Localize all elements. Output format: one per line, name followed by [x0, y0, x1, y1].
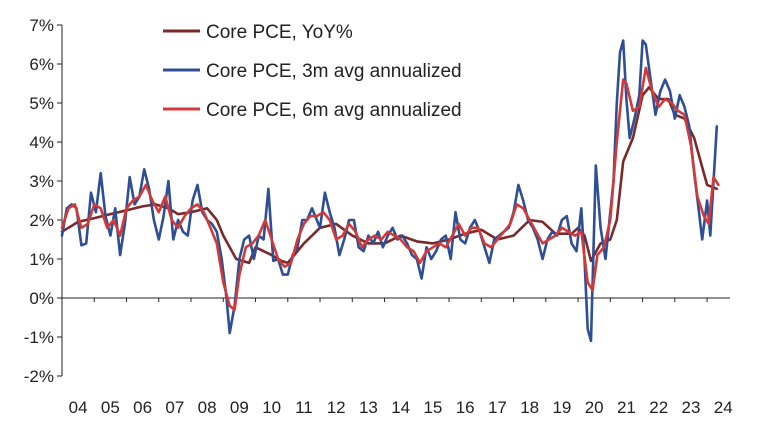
x-tick-label: 05: [101, 398, 120, 417]
x-tick-label: 20: [585, 398, 604, 417]
legend-label: Core PCE, YoY%: [206, 22, 353, 43]
y-tick-label: 6%: [29, 55, 54, 74]
x-tick-label: 23: [681, 398, 700, 417]
series-lines: [60, 39, 720, 343]
x-tick-label: 07: [165, 398, 184, 417]
y-tick-label: -2%: [24, 367, 54, 386]
x-tick-label: 13: [359, 398, 378, 417]
x-tick-label: 10: [262, 398, 281, 417]
series-line-core-pce-6m-avg-annualized: [60, 66, 720, 311]
x-tick-label: 12: [327, 398, 346, 417]
x-tick-label: 19: [552, 398, 571, 417]
series-line-core-pce-3m-avg-annualized: [60, 39, 719, 343]
x-tick-label: 21: [617, 398, 636, 417]
x-tick-label: 14: [391, 398, 410, 417]
x-tick-label: 17: [488, 398, 507, 417]
y-axis: 7% 6% 5% 4% 3% 2% 1% 0% -1% -2%: [24, 16, 63, 386]
y-tick-label: 3%: [29, 172, 54, 191]
x-axis: 04 05 06 07 08 09 10 11 12 13 14 15 16 17 18 19 20 21 22 23…: [61, 297, 733, 417]
x-tick-label: 11: [295, 398, 313, 417]
x-tick-label: 16: [456, 398, 475, 417]
y-tick-label: 2%: [29, 211, 54, 230]
x-tick-label: 18: [520, 398, 539, 417]
y-tick-label: 5%: [29, 94, 54, 113]
x-tick-label: 15: [423, 398, 442, 417]
y-tick-label: -1%: [24, 328, 54, 347]
legend: Core PCE, YoY% Core PCE, 3m avg annualize…: [163, 22, 462, 121]
legend-label: Core PCE, 6m avg annualized: [206, 100, 462, 121]
x-tick-label: 06: [133, 398, 152, 417]
x-tick-label: 08: [198, 398, 217, 417]
x-tick-label: 09: [230, 398, 249, 417]
x-tick-label: 24: [714, 398, 733, 417]
legend-label: Core PCE, 3m avg annualized: [206, 61, 462, 82]
y-tick-label: 7%: [29, 16, 54, 35]
x-tick-label: 04: [69, 398, 88, 417]
x-tick-label: 22: [649, 398, 668, 417]
y-tick-label: 1%: [29, 250, 54, 269]
y-tick-label: 4%: [29, 133, 54, 152]
y-tick-label: 0%: [29, 289, 54, 308]
